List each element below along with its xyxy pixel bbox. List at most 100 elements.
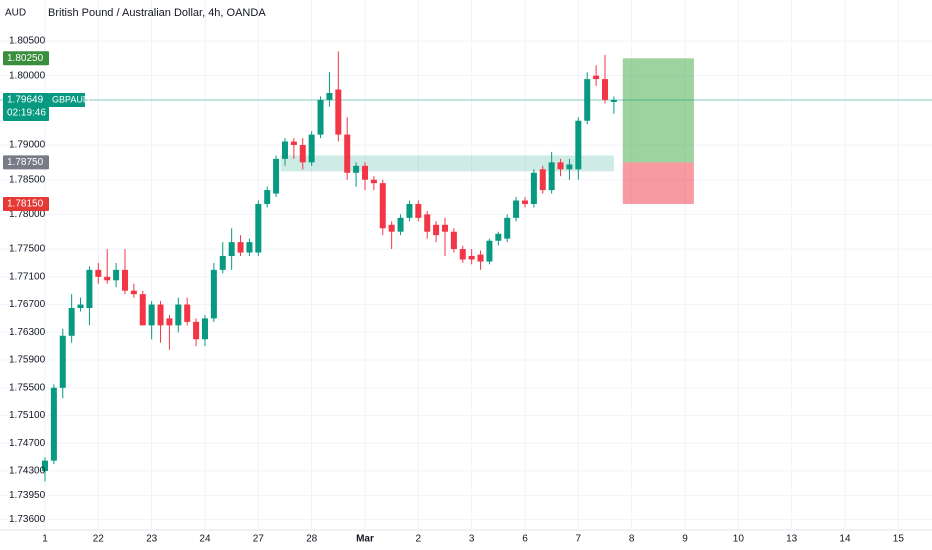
candle-body xyxy=(504,217,511,239)
y-tick-label: 1.74700 xyxy=(9,438,46,449)
candle-body xyxy=(335,89,342,135)
candle-body xyxy=(584,79,591,121)
candle-body xyxy=(379,183,386,229)
zone xyxy=(280,155,614,172)
y-tick-label: 1.74300 xyxy=(9,466,46,477)
y-tick-label: 1.78500 xyxy=(9,174,46,185)
y-tick-label: 1.73600 xyxy=(9,514,46,525)
candle-body xyxy=(273,158,280,194)
candle-body xyxy=(459,249,466,260)
candle-body xyxy=(166,318,173,326)
x-tick-label: Mar xyxy=(356,534,374,545)
symbol-label: GBPAUD xyxy=(52,94,90,104)
candle-body xyxy=(610,99,617,102)
candle-body xyxy=(41,460,48,472)
candle-body xyxy=(388,224,395,232)
candle-body xyxy=(59,335,66,388)
price-tag-label: 1.78750 xyxy=(7,157,44,168)
candle-body xyxy=(130,290,137,295)
y-tick-label: 1.76300 xyxy=(9,327,46,338)
countdown: 02:19:46 xyxy=(7,108,46,119)
candle-body xyxy=(548,162,555,191)
candle-body xyxy=(184,304,191,322)
candle-body xyxy=(486,240,493,262)
stop-zone xyxy=(622,162,694,204)
y-tick-label: 1.73950 xyxy=(9,490,46,501)
candle-body xyxy=(450,231,457,250)
candle-body xyxy=(317,99,324,135)
grid xyxy=(0,0,932,531)
labels: 1.80500 1.80000 1.79000 1.78500 1.78000 1.775… xyxy=(3,36,904,545)
candle-body xyxy=(246,242,253,253)
y-tick-label: 1.75900 xyxy=(9,355,46,366)
y-tick-label: 1.77500 xyxy=(9,244,46,255)
currency: AUD xyxy=(5,8,26,19)
x-tick-label: 15 xyxy=(893,534,905,545)
x-tick-label: 23 xyxy=(146,534,158,545)
candle-body xyxy=(468,255,475,260)
candle-body xyxy=(255,203,262,253)
candle-body xyxy=(210,269,217,319)
candle-body xyxy=(521,200,528,204)
candle-body xyxy=(201,318,208,340)
candle-body xyxy=(157,304,164,326)
x-tick-label: 8 xyxy=(629,534,635,545)
candle-body xyxy=(77,304,84,309)
candle-body xyxy=(175,304,182,326)
candle-body xyxy=(86,269,93,309)
x-tick-label: 22 xyxy=(93,534,105,545)
price-tag xyxy=(3,196,49,211)
candle-body xyxy=(361,165,368,180)
candle-body xyxy=(219,255,226,270)
candle-body xyxy=(477,254,484,262)
candle-body xyxy=(601,79,608,100)
candle-body xyxy=(290,141,297,146)
candle-body xyxy=(513,200,520,218)
x-tick-label: 1 xyxy=(42,534,48,545)
x-tick-label: 9 xyxy=(682,534,688,545)
price-tag-label: 1.78150 xyxy=(7,199,44,210)
candle-body xyxy=(121,269,128,291)
candle-body xyxy=(433,224,440,236)
candle-body xyxy=(530,172,537,204)
candle-body xyxy=(50,387,57,461)
candle-body xyxy=(344,134,351,173)
candle-body xyxy=(397,217,404,232)
y-tick-label: 1.75500 xyxy=(9,382,46,393)
price-tag xyxy=(3,51,49,66)
marks xyxy=(0,51,932,482)
candle-body xyxy=(539,169,546,191)
y-tick-label: 1.78000 xyxy=(9,209,46,220)
candle-body xyxy=(237,242,244,253)
x-tick-label: 10 xyxy=(733,534,745,545)
x-tick-label: 13 xyxy=(786,534,798,545)
x-tick-label: 7 xyxy=(576,534,582,545)
x-tick-label: 2 xyxy=(416,534,422,545)
candle-body xyxy=(68,308,75,336)
last-price-tag xyxy=(3,92,49,121)
x-tick-label: 24 xyxy=(199,534,211,545)
candle-body xyxy=(415,203,422,218)
candle-body xyxy=(299,145,306,163)
y-tick-label: 1.76700 xyxy=(9,299,46,310)
y-tick-label: 1.75100 xyxy=(9,410,46,421)
candle-body xyxy=(406,203,413,218)
y-tick-label: 1.77100 xyxy=(9,271,46,282)
candle-body xyxy=(575,120,582,170)
candle-body xyxy=(148,304,155,326)
x-tick-label: 6 xyxy=(522,534,528,545)
candle-body xyxy=(557,162,564,170)
candle-body xyxy=(593,75,600,80)
price-tag xyxy=(3,155,49,170)
chart-title: British Pound / Australian Dollar, 4h, O… xyxy=(48,7,266,19)
candle-body xyxy=(495,233,502,241)
candle-body xyxy=(424,214,431,232)
last-price-label: 1.79649 xyxy=(7,95,44,106)
candle-body xyxy=(264,190,271,204)
candle-body xyxy=(308,134,315,163)
candle-body xyxy=(566,164,573,170)
price-tag-label: 1.80250 xyxy=(7,53,44,64)
candle-body xyxy=(228,242,235,256)
